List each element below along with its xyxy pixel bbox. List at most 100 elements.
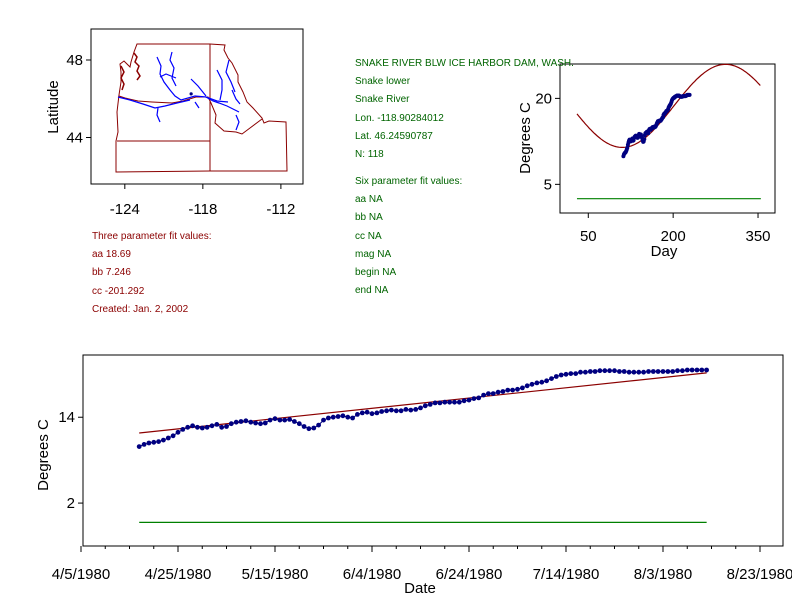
ts-observed-point bbox=[199, 425, 205, 431]
ts-observed-point bbox=[583, 369, 588, 375]
ts-observed-line bbox=[138, 369, 707, 448]
ts-observed-point bbox=[587, 369, 593, 374]
ts-observed-point bbox=[418, 405, 423, 411]
ts-x-tick-label: 6/24/1980 bbox=[436, 566, 503, 583]
ts-x-tick-label: 8/23/1980 bbox=[727, 566, 792, 583]
ts-observed-point bbox=[253, 420, 258, 426]
ts-observed-point bbox=[689, 367, 695, 373]
ts-observed-point bbox=[238, 419, 244, 424]
ts-observed-point bbox=[214, 422, 220, 427]
ts-observed-point bbox=[209, 423, 215, 429]
river-network bbox=[117, 51, 241, 131]
six-param-heading: Six parameter fit values: bbox=[355, 176, 463, 187]
ts-observed-point bbox=[228, 421, 234, 427]
seasonal-y-tick-label: 5 bbox=[544, 176, 552, 193]
ts-observed-point bbox=[282, 417, 288, 423]
three-param-aa: aa 18.69 bbox=[92, 249, 131, 261]
six-param-block: Six parameter fit values: aa NA bb NA cc… bbox=[355, 173, 462, 300]
ts-observed-point bbox=[175, 429, 181, 435]
six-param-aa: aa NA bbox=[355, 194, 383, 206]
seasonal-x-tick-label: 350 bbox=[746, 228, 771, 245]
ts-observed-point bbox=[437, 400, 443, 406]
ts-observed-point bbox=[364, 409, 370, 415]
station-info: SNAKE RIVER BLW ICE HARBOR DAM, WASH. Sn… bbox=[355, 55, 574, 164]
ts-observed-point bbox=[136, 444, 142, 449]
ts-observed-point bbox=[544, 378, 549, 384]
ts-observed-point bbox=[573, 371, 579, 376]
ts-observed-point bbox=[471, 396, 477, 401]
ts-observed-point bbox=[267, 417, 273, 423]
ts-observed-point bbox=[617, 369, 622, 374]
three-param-block: Three parameter fit values: aa 18.69 bb … bbox=[92, 228, 212, 319]
six-param-mag: mag NA bbox=[355, 248, 392, 260]
ts-observed-point bbox=[646, 369, 651, 374]
ts-observed-point bbox=[393, 408, 399, 414]
ts-observed-point bbox=[170, 433, 176, 439]
ts-observed-point bbox=[219, 424, 225, 430]
map-frame bbox=[90, 28, 304, 185]
station-lon: Lon. -118.90284012 bbox=[355, 112, 444, 124]
ts-observed-point bbox=[277, 417, 283, 423]
ts-y-tick-label: 2 bbox=[67, 495, 75, 512]
station-n: N: 118 bbox=[355, 148, 384, 160]
ts-observed-point bbox=[374, 410, 380, 416]
ts-observed-point bbox=[321, 417, 326, 423]
ts-observed-point bbox=[680, 368, 685, 374]
ts-observed-point bbox=[549, 376, 554, 381]
ts-observed-point bbox=[612, 368, 617, 374]
ts-observed-point bbox=[389, 407, 394, 413]
three-param-bb: bb 7.246 bbox=[92, 267, 131, 279]
map-x-tick-label: -112 bbox=[266, 201, 295, 218]
ts-observed-point bbox=[452, 399, 457, 405]
map-y-tick-label: 48 bbox=[66, 52, 83, 69]
ts-observed-point bbox=[141, 442, 147, 447]
ts-observed-point bbox=[185, 424, 191, 430]
ts-observed-point bbox=[670, 369, 676, 374]
seasonal-observed-point bbox=[642, 137, 647, 142]
ts-observed-point bbox=[529, 381, 535, 387]
seasonal-x-tick-label: 200 bbox=[661, 228, 686, 245]
ts-observed-point bbox=[292, 419, 297, 424]
ts-observed-point bbox=[262, 420, 268, 426]
ts-observed-point bbox=[520, 385, 525, 391]
ts-observed-point bbox=[650, 369, 656, 374]
station-marker bbox=[189, 92, 193, 96]
ts-observed-point bbox=[524, 383, 530, 389]
ts-observed-point bbox=[432, 400, 438, 406]
ts-observed-point bbox=[461, 398, 467, 404]
ts-observed-point bbox=[330, 414, 336, 420]
ts-observed-point bbox=[384, 408, 389, 414]
ts-observed-point bbox=[684, 367, 690, 373]
ts-observed-point bbox=[607, 368, 612, 374]
ts-observed-point bbox=[316, 422, 321, 428]
ts-observed-point bbox=[694, 367, 700, 373]
station-segment: Snake lower bbox=[355, 76, 411, 88]
ts-observed-point bbox=[505, 387, 511, 393]
ts-observed-point bbox=[340, 413, 346, 419]
seasonal-x-axis-label: Day bbox=[651, 243, 678, 260]
ts-observed-point bbox=[447, 399, 452, 405]
station-name: SNAKE RIVER BLW ICE HARBOR DAM, WASH. bbox=[355, 58, 574, 69]
ts-observed-point bbox=[359, 410, 365, 416]
ts-observed-point bbox=[296, 421, 302, 427]
ts-x-tick-label: 8/3/1980 bbox=[634, 566, 692, 583]
timeseries-frame bbox=[82, 354, 784, 547]
ts-observed-point bbox=[568, 371, 574, 376]
seasonal-y-tick-label: 20 bbox=[535, 90, 552, 107]
ts-observed-point bbox=[398, 408, 404, 414]
ts-observed-point bbox=[326, 415, 331, 421]
timeseries-panel: 4/5/1980 4/25/1980 5/15/1980 6/4/1980 6/24/1… bbox=[35, 354, 792, 597]
ts-observed-point bbox=[195, 424, 200, 430]
ts-observed-point bbox=[355, 412, 360, 417]
ts-observed-point bbox=[515, 386, 520, 392]
ts-observed-point bbox=[248, 419, 254, 425]
ts-observed-point bbox=[161, 437, 166, 443]
ts-x-tick-label: 4/5/1980 bbox=[52, 566, 110, 583]
ts-observed-point bbox=[490, 391, 496, 396]
ts-observed-point bbox=[224, 424, 229, 429]
ts-observed-point bbox=[258, 421, 263, 427]
six-param-begin: begin NA bbox=[355, 266, 397, 278]
ts-observed-point bbox=[422, 403, 428, 409]
ts-observed-point bbox=[500, 389, 506, 394]
